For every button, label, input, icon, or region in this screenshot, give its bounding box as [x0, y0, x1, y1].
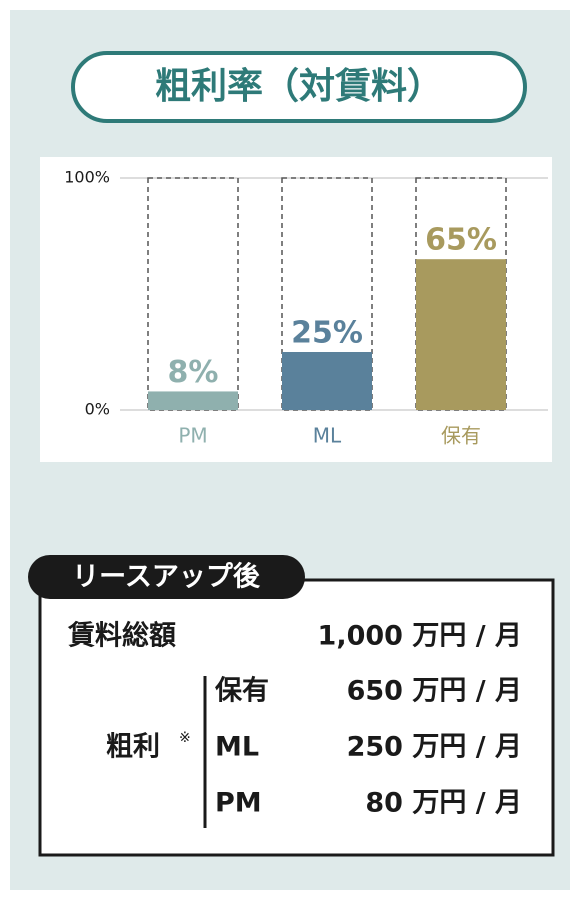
- row-name: PM: [215, 788, 262, 819]
- y-tick-label: 0%: [85, 400, 110, 419]
- data-label: 65%: [425, 223, 497, 258]
- data-label: 25%: [291, 316, 363, 351]
- bar: [416, 259, 506, 410]
- row-value: 250 万円 / 月: [347, 732, 522, 763]
- row-value: 650 万円 / 月: [347, 676, 522, 707]
- total-label: 賃料総額: [67, 620, 176, 652]
- full-outline: [281, 177, 373, 411]
- chart: 0% 100% 8% PM 25% ML 65% 保有: [64, 168, 548, 448]
- bar: [148, 391, 238, 410]
- gross-label: 粗利: [106, 732, 160, 763]
- x-tick-label: ML: [313, 424, 342, 448]
- row-name: ML: [215, 732, 259, 763]
- title-pill: [71, 51, 527, 123]
- gross-note: ※: [179, 730, 191, 746]
- bar: [282, 352, 372, 410]
- x-tick-label: 保有: [441, 424, 481, 448]
- chart-title: 粗利率（対賃料）: [155, 66, 443, 107]
- tag-pill: [28, 555, 305, 599]
- row-name: 保有: [214, 676, 269, 707]
- data-label: 8%: [168, 355, 219, 390]
- tag: リースアップ後: [72, 562, 261, 593]
- total-value: 1,000 万円 / 月: [318, 621, 522, 652]
- x-tick-label: PM: [178, 424, 207, 448]
- row-value: 80 万円 / 月: [365, 788, 522, 819]
- full-outline: [147, 177, 239, 411]
- y-tick-label: 100%: [64, 168, 110, 187]
- full-outline: [415, 177, 507, 411]
